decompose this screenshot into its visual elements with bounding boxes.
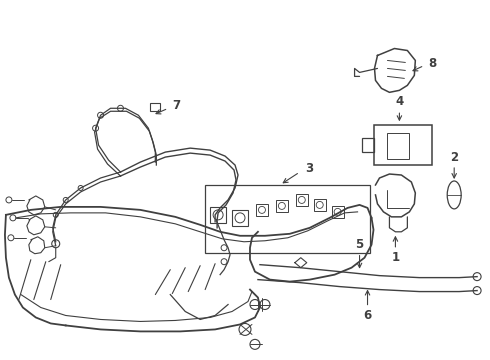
Text: 5: 5 <box>355 238 364 251</box>
Text: 8: 8 <box>428 57 437 70</box>
Bar <box>256 204 268 216</box>
Text: 2: 2 <box>450 150 458 163</box>
Text: 7: 7 <box>172 99 180 112</box>
Bar <box>276 200 288 212</box>
Text: 6: 6 <box>364 309 371 322</box>
Bar <box>388 133 409 159</box>
Text: 3: 3 <box>306 162 314 175</box>
Text: 1: 1 <box>392 251 399 264</box>
Bar <box>332 206 343 218</box>
Bar <box>232 210 248 226</box>
Bar <box>296 194 308 206</box>
Bar <box>205 185 369 253</box>
Bar <box>314 199 326 211</box>
Bar <box>362 138 374 152</box>
Bar <box>374 125 432 165</box>
Bar <box>210 207 226 223</box>
Text: 4: 4 <box>395 95 404 108</box>
Bar <box>150 103 160 111</box>
